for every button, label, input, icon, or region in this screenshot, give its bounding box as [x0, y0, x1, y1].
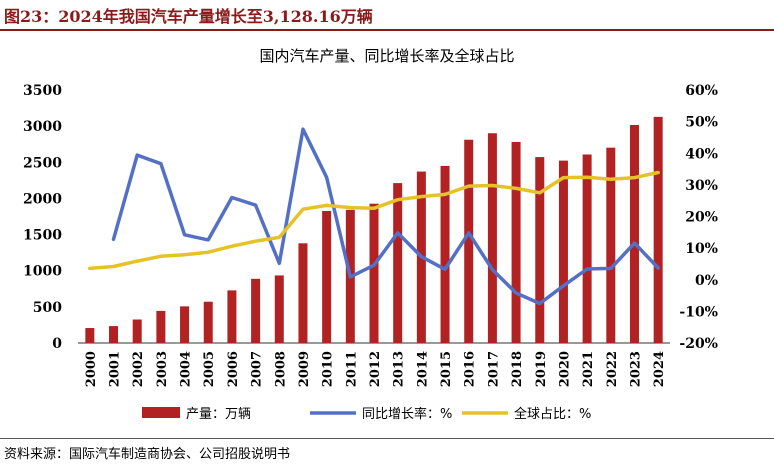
- x-tick-label: 2019: [534, 351, 549, 387]
- right-tick-label: 0%: [695, 273, 718, 289]
- x-tick-label: 2021: [581, 351, 596, 387]
- bar-2012: [369, 203, 379, 343]
- right-tick-label: 40%: [685, 146, 718, 162]
- x-tick-label: 2000: [84, 351, 99, 387]
- chart: 国内汽车产量、同比增长率及全球占比 0 500 1000 1500 2000 2500 30…: [23, 47, 718, 422]
- x-tick-label: 2002: [131, 351, 146, 387]
- x-tick-label: 2011: [344, 351, 359, 387]
- x-tick-label: 2020: [557, 351, 572, 387]
- bar-2003: [156, 310, 166, 343]
- bar-2015: [440, 165, 450, 343]
- legend-label: 同比增长率：%: [362, 406, 452, 422]
- bar-2022: [606, 147, 616, 343]
- x-tick-label: 2014: [415, 351, 430, 387]
- x-tick-label: 2013: [392, 351, 407, 387]
- left-tick-label: 3000: [23, 119, 62, 135]
- legend-label: 产量：万辆: [186, 407, 251, 422]
- bar-2021: [582, 154, 592, 343]
- bar-2013: [393, 183, 403, 343]
- x-tick-label: 2005: [202, 351, 217, 387]
- x-tick-label: 2015: [439, 351, 454, 387]
- x-axis-ticks: 2000 2001 2002 2003 2004 2005 2006 2007 2008 2009…: [84, 351, 667, 387]
- growth-line: [111, 127, 660, 306]
- x-tick-label: 2022: [605, 351, 620, 387]
- figure-title: 图23：2024年我国汽车产量增长至3,128.16万辆: [4, 7, 373, 26]
- bar-2019: [535, 157, 545, 343]
- left-tick-label: 1000: [23, 264, 62, 280]
- x-tick-label: 2016: [463, 351, 478, 387]
- title-divider: [0, 29, 774, 31]
- left-tick-label: 2000: [23, 191, 62, 207]
- bar-2001: [109, 326, 119, 343]
- x-tick-label: 2024: [652, 351, 667, 387]
- legend-label: 全球占比：%: [514, 406, 591, 422]
- right-tick-label: 10%: [685, 241, 718, 257]
- left-tick-label: 500: [33, 300, 62, 316]
- x-tick-label: 2010: [321, 351, 336, 387]
- bar-2000: [85, 328, 95, 343]
- right-tick-label: 60%: [685, 83, 718, 99]
- x-tick-label: 2008: [273, 351, 288, 387]
- left-axis-ticks: 0 500 1000 1500 2000 2500 3000 3500: [23, 83, 62, 352]
- line-series: [88, 127, 660, 306]
- bar-2002: [132, 319, 142, 343]
- bar-2017: [487, 133, 497, 343]
- right-tick-label: -20%: [679, 336, 718, 352]
- right-tick-label: 30%: [685, 178, 718, 194]
- left-tick-label: 1500: [23, 228, 62, 244]
- x-tick-label: 2007: [250, 351, 265, 387]
- left-tick-label: 0: [52, 336, 62, 352]
- bar-2007: [251, 278, 261, 343]
- bar-series: [85, 116, 663, 343]
- chart-title: 国内汽车产量、同比增长率及全球占比: [259, 47, 514, 65]
- bar-2016: [464, 139, 474, 343]
- bar-2004: [180, 306, 190, 343]
- x-tick-label: 2003: [155, 351, 170, 387]
- x-tick-label: 2009: [297, 351, 312, 387]
- source-divider: [0, 438, 774, 439]
- bar-2018: [511, 141, 521, 343]
- right-tick-label: -10%: [679, 304, 718, 320]
- legend: 产量：万辆 同比增长率：% 全球占比：%: [142, 406, 591, 422]
- source-note: 资料来源：国际汽车制造商协会、公司招股说明书: [4, 447, 291, 462]
- x-tick-label: 2004: [179, 351, 194, 387]
- x-tick-label: 2023: [628, 351, 643, 387]
- right-tick-label: 50%: [685, 115, 718, 131]
- bar-2023: [629, 124, 639, 343]
- x-tick-label: 2001: [108, 351, 123, 387]
- left-tick-label: 2500: [23, 155, 62, 171]
- right-axis-ticks: -20% -10% 0% 10% 20% 30% 40% 50% 60%: [679, 83, 718, 352]
- share-line: [88, 170, 660, 271]
- bar-2010: [322, 211, 332, 343]
- x-tick-label: 2017: [486, 351, 501, 387]
- legend-swatch-bar: [142, 407, 180, 418]
- bar-2024: [653, 116, 663, 343]
- x-tick-label: 2018: [510, 351, 525, 387]
- bar-2020: [558, 160, 568, 343]
- bar-2005: [203, 301, 213, 343]
- x-tick-label: 2012: [368, 351, 383, 387]
- bar-2006: [227, 290, 237, 343]
- bar-2008: [274, 275, 284, 343]
- x-tick-label: 2006: [226, 351, 241, 387]
- left-tick-label: 3500: [23, 83, 62, 99]
- right-tick-label: 20%: [685, 210, 718, 226]
- bar-2009: [298, 243, 308, 343]
